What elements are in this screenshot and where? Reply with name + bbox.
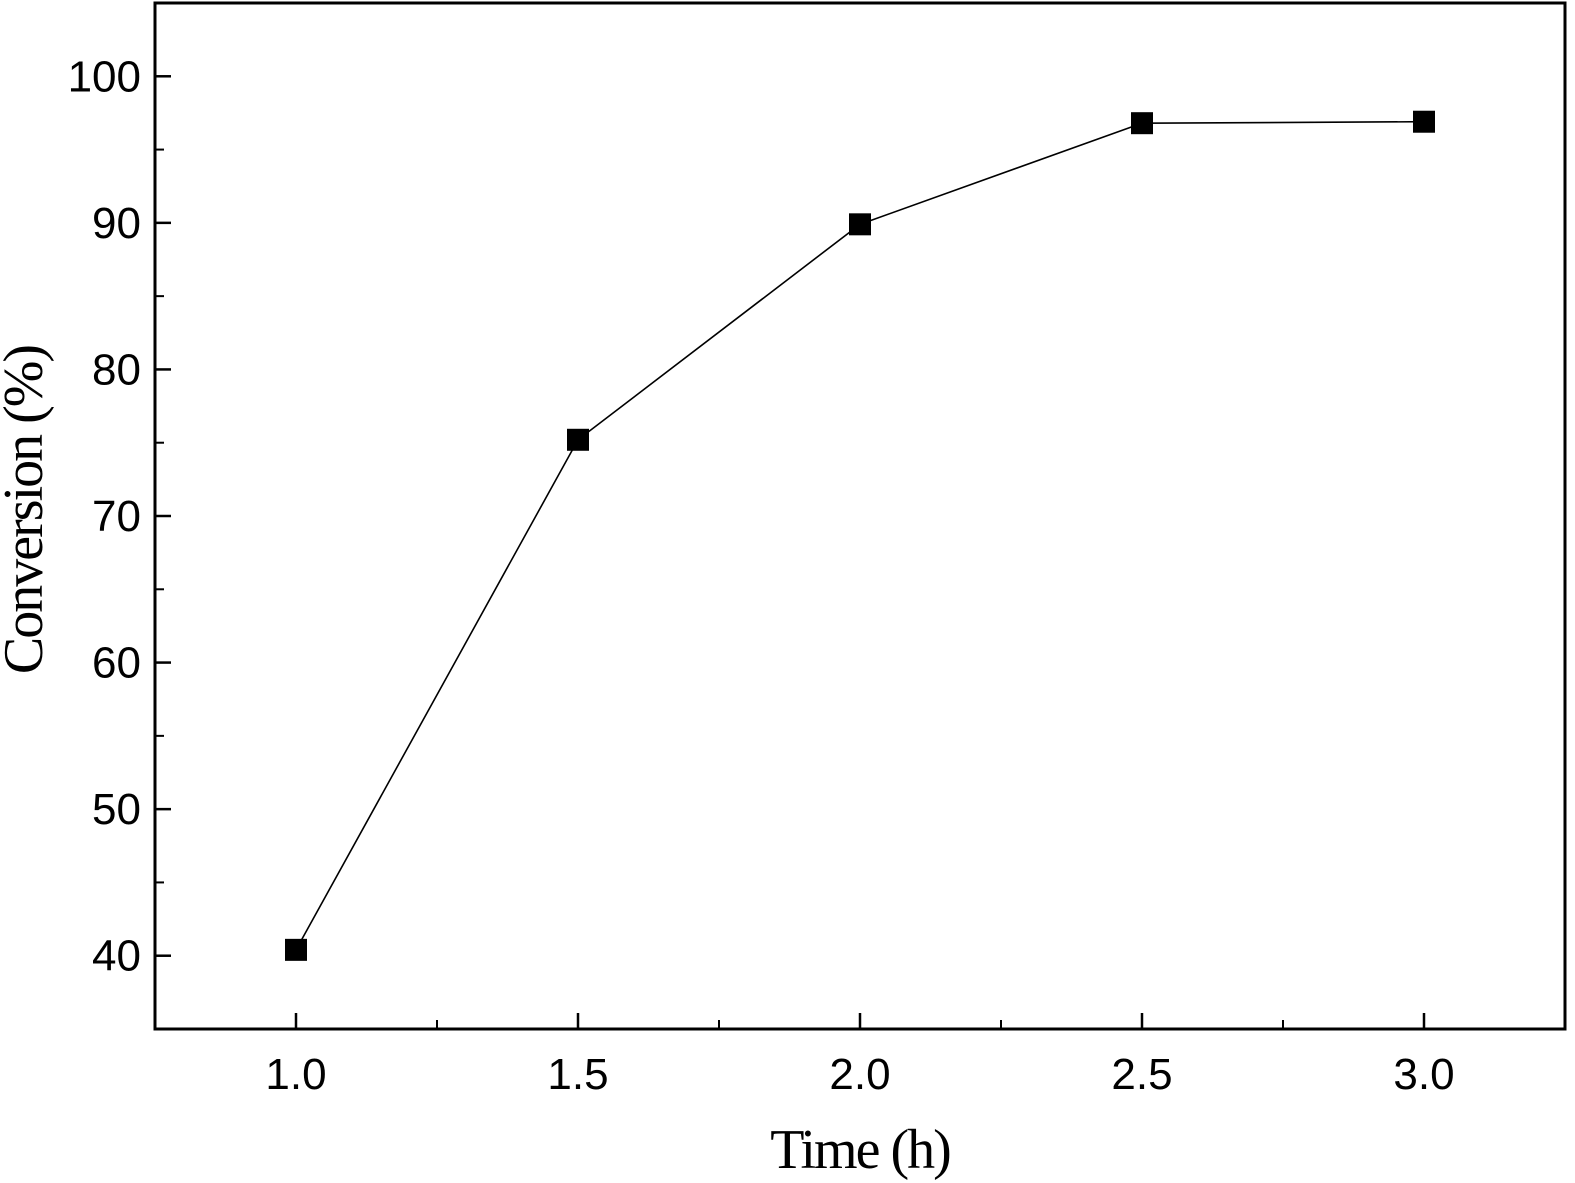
series-line [295, 120, 1425, 951]
x-tick-label: 2.5 [1111, 1050, 1172, 1099]
data-point-marker [285, 938, 307, 961]
data-point-marker [567, 428, 589, 451]
y-tick-label: 50 [92, 785, 141, 834]
data-point-marker [849, 213, 871, 236]
y-tick-label: 40 [92, 932, 141, 981]
data-point-marker [1131, 112, 1153, 135]
y-tick-label: 60 [92, 639, 141, 688]
y-tick-label: 70 [92, 492, 141, 541]
x-axis-title: Time (h) [770, 1119, 950, 1181]
series-markers-group [285, 110, 1435, 961]
y-tick-label: 90 [92, 199, 141, 248]
x-axis-ticks: 1.0 1.5 2.0 2.5 3.0 [265, 1013, 1455, 1099]
data-point-marker [1413, 110, 1435, 133]
y-axis-ticks: 40 50 60 70 80 90 100 [68, 2, 171, 1030]
x-tick-label: 2.0 [829, 1050, 890, 1099]
y-tick-label: 80 [92, 345, 141, 394]
x-tick-label: 1.0 [265, 1050, 326, 1099]
x-tick-label: 3.0 [1393, 1050, 1454, 1099]
y-axis-title: Conversion (%) [0, 346, 55, 675]
plot-frame [153, 1, 1567, 1031]
x-tick-label: 1.5 [547, 1050, 608, 1099]
y-tick-label: 100 [68, 52, 141, 101]
series-line-group [295, 120, 1425, 951]
